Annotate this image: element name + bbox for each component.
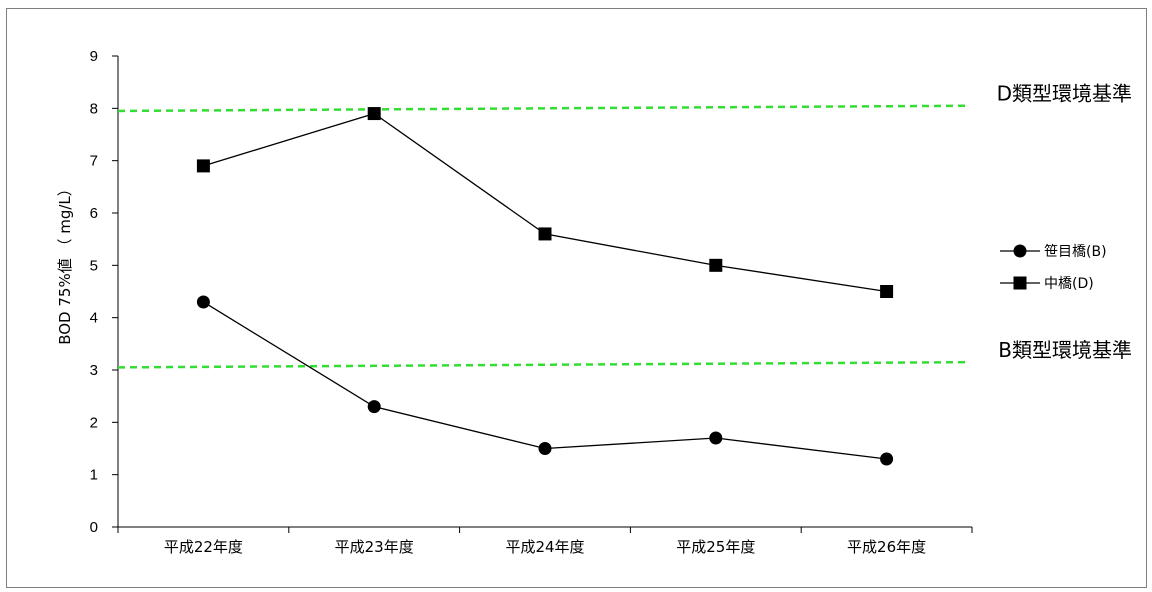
y-tick-label: 1 — [90, 467, 98, 484]
y-tick-label: 8 — [90, 100, 98, 117]
y-tick-label: 4 — [90, 310, 98, 327]
axes: 0 1 2 3 4 5 6 7 8 9 平成22年度 平成23年度 平成24年度 平成25年度 平成26年度 — [90, 48, 973, 556]
data-point — [196, 159, 210, 173]
series-line — [203, 301, 887, 460]
y-tick-label: 7 — [90, 153, 98, 170]
x-tick-label: 平成24年度 — [505, 538, 584, 556]
data-point — [196, 295, 210, 309]
series-line — [203, 112, 887, 293]
legend-marker — [1013, 244, 1027, 258]
reference-line-label: B類型環境基準 — [998, 338, 1132, 362]
y-tick-label: 2 — [90, 414, 98, 431]
series-group — [196, 107, 894, 466]
reference-line — [117, 104, 971, 113]
y-tick-label: 0 — [90, 519, 98, 536]
data-point — [367, 107, 381, 121]
data-point — [709, 431, 723, 445]
x-tick-label: 平成22年度 — [164, 538, 243, 556]
data-point — [538, 442, 552, 455]
reference-lines: D類型環境基準 B類型環境基準 — [117, 82, 1132, 369]
x-tick-label: 平成26年度 — [847, 538, 926, 556]
data-point — [880, 452, 894, 466]
y-tick-label: 6 — [90, 205, 98, 222]
y-tick-label: 5 — [90, 257, 98, 274]
data-point — [538, 227, 552, 241]
x-tick-label: 平成25年度 — [676, 538, 755, 556]
y-tick-label: 9 — [90, 48, 98, 65]
legend-label: 中橋(D) — [1044, 276, 1094, 292]
data-point — [367, 400, 381, 414]
y-axis-label: BOD 75%値 （ mg/L） — [56, 181, 74, 345]
data-point — [709, 258, 723, 272]
reference-line-label: D類型環境基準 — [997, 82, 1132, 106]
chart-frame — [6, 8, 1147, 588]
x-tick-label: 平成23年度 — [335, 538, 414, 556]
reference-line — [117, 360, 971, 369]
legend-marker — [1013, 276, 1027, 290]
data-point — [880, 285, 894, 298]
y-tick-label: 3 — [90, 362, 98, 379]
legend-label: 笹目橋(B) — [1044, 244, 1107, 260]
legend: 笹目橋(B) 中橋(D) — [1000, 244, 1107, 292]
